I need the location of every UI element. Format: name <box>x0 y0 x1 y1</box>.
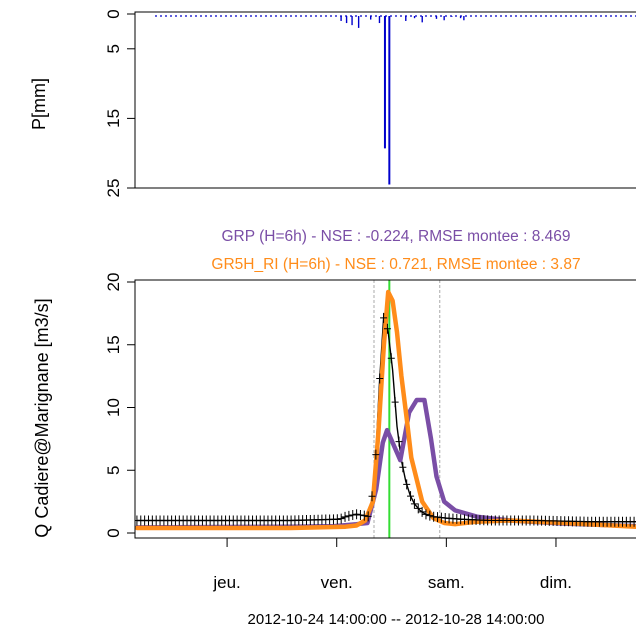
observed-point <box>395 436 403 447</box>
observed-point <box>418 506 426 517</box>
legend: GRP (H=6h) - NSE : -0.224, RMSE montee :… <box>211 228 580 273</box>
observed-point <box>422 509 430 520</box>
observed-point <box>380 312 388 323</box>
discharge-x-tick-label: sam. <box>428 573 465 592</box>
discharge-x-tick-label: dim. <box>540 573 572 592</box>
observed-point <box>333 514 341 525</box>
observed-point <box>383 323 391 334</box>
observed-point <box>368 491 376 502</box>
precipitation-y-tick-label: 5 <box>104 44 123 53</box>
observed-point <box>364 511 372 522</box>
gr5h-series-line <box>135 289 636 531</box>
discharge-series <box>135 289 636 531</box>
observed-point <box>360 510 368 521</box>
grp-series-line <box>135 397 636 530</box>
discharge-y-axis-label: Q Cadiere@Marignane [m3/s] <box>32 298 52 537</box>
precipitation-y-tick-label: 0 <box>104 9 123 18</box>
discharge-x-tick-label: ven. <box>321 573 353 592</box>
observed-point <box>426 510 434 521</box>
observed-series-line <box>137 313 636 523</box>
observed-point <box>391 397 399 408</box>
precipitation-plot-frame <box>134 11 636 189</box>
precipitation-panel: 0 5 15 25 P[mm] <box>29 9 636 197</box>
discharge-x-axis: jeu. ven. sam. dim. <box>212 538 572 592</box>
precipitation-y-axis-label: P[mm] <box>29 78 49 130</box>
discharge-y-axis: 0 5 10 15 20 <box>104 273 135 538</box>
discharge-plot-frame <box>134 279 636 539</box>
discharge-x-tick-label: jeu. <box>212 573 240 592</box>
observed-point <box>407 491 415 502</box>
precipitation-y-tick-label: 15 <box>104 109 123 128</box>
discharge-panel: 0 5 10 15 20 jeu. ven. sam. dim. Q Cadiere@Mari… <box>32 273 636 628</box>
observed-point <box>399 462 407 473</box>
observed-point <box>337 513 345 524</box>
precipitation-y-tick-label: 25 <box>104 179 123 198</box>
observed-point <box>414 503 422 514</box>
observed-point <box>345 510 353 521</box>
observed-point <box>356 509 364 520</box>
observed-point <box>353 509 361 520</box>
observed-point <box>410 498 418 509</box>
observed-point <box>630 516 636 527</box>
precipitation-y-axis: 0 5 15 25 <box>104 9 135 197</box>
observed-point <box>341 511 349 522</box>
observed-point <box>376 373 384 384</box>
discharge-y-tick-label: 20 <box>104 273 123 292</box>
discharge-y-tick-label: 10 <box>104 398 123 417</box>
precipitation-bars <box>340 16 465 185</box>
discharge-y-tick-label: 0 <box>104 528 123 537</box>
discharge-y-tick-label: 15 <box>104 335 123 354</box>
discharge-x-axis-label: 2012-10-24 14:00:00 -- 2012-10-28 14:00:… <box>248 611 545 628</box>
legend-entry-grp: GRP (H=6h) - NSE : -0.224, RMSE montee :… <box>221 228 570 245</box>
observed-point <box>387 353 395 364</box>
observed-point <box>372 449 380 460</box>
legend-entry-gr5h: GR5H_RI (H=6h) - NSE : 0.721, RMSE monte… <box>211 256 580 273</box>
observed-point <box>403 479 411 490</box>
observed-point <box>349 510 357 521</box>
discharge-y-tick-label: 5 <box>104 466 123 475</box>
